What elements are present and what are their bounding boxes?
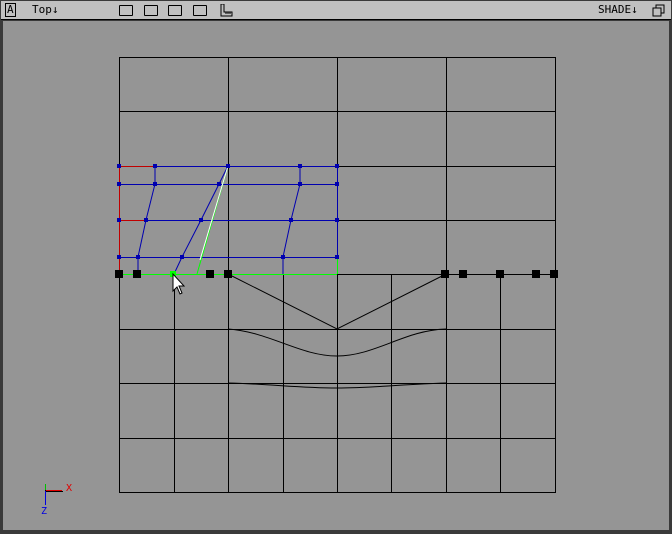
window-type-button[interactable]: A <box>5 3 16 17</box>
active-edge <box>199 165 229 261</box>
axis-label-x: X <box>66 483 72 494</box>
axis-gizmo-icon <box>45 484 63 505</box>
mesh-vertices <box>117 164 339 259</box>
layer-button-1[interactable] <box>119 5 133 16</box>
viewport-header: A Top↓ SHADE↓ <box>1 1 671 20</box>
unselected-vertices <box>115 270 558 278</box>
maximize-icon[interactable] <box>652 4 666 17</box>
layer-button-2[interactable] <box>144 5 158 16</box>
view-menu[interactable]: Top↓ <box>32 3 59 16</box>
mouse-cursor-icon <box>172 272 186 295</box>
mesh-canvas[interactable]: X Z <box>3 21 669 530</box>
3d-viewport[interactable]: X Z <box>3 21 669 530</box>
axis-label-z: Z <box>41 506 47 517</box>
layer-button-4[interactable] <box>193 5 207 16</box>
layer-button-3[interactable] <box>168 5 182 16</box>
ruler-icon[interactable] <box>220 4 234 17</box>
shade-menu[interactable]: SHADE↓ <box>598 3 638 16</box>
